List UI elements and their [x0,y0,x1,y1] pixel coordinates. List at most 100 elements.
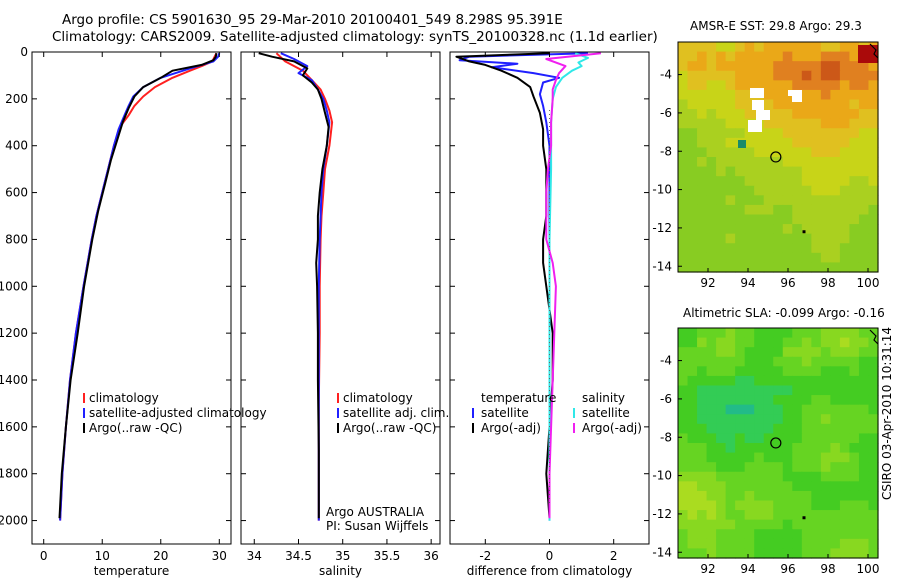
map-xtick-label: 96 [780,276,795,290]
map-cell [763,80,774,91]
map-cell [801,328,812,339]
map-cell [811,70,822,81]
map-cell [792,510,803,521]
map-cell [820,224,831,235]
map-cell [801,548,812,559]
map-cell [801,42,812,53]
sst-map [677,41,879,273]
map-cell [697,137,708,149]
map-cell [858,414,870,425]
map-cell [687,185,698,196]
map-cell [820,42,831,53]
map-cell [830,356,841,367]
map-cell [725,70,736,81]
map-cell [839,375,851,387]
map-cell [697,80,708,91]
map-cell [744,233,755,244]
map-cell [811,224,822,235]
map-cell [830,347,841,358]
map-cell [801,99,812,110]
map-cell [811,262,822,273]
map-cell [735,404,746,415]
map-cell [716,347,727,358]
map-cell [830,109,841,120]
figure-title-line1: Argo profile: CS 5901630_95 29-Mar-2010 … [62,12,563,28]
map-cell [858,233,870,244]
map-cell [849,80,860,91]
map-cell [801,423,812,435]
map-cell [744,404,755,415]
map-cell [678,452,689,463]
map-cell [754,519,765,530]
map-cell [868,99,879,110]
map-ytick-label: -14 [652,545,672,559]
map-cell [735,510,746,521]
map-cell [773,414,784,425]
map-cell [725,500,736,511]
difference-legend-label: satellite [582,406,630,420]
map-cell [782,548,793,559]
map-cell [801,337,812,348]
map-cell [801,137,812,149]
map-cell [716,89,727,101]
map-cell [706,471,717,482]
map-cell [716,366,727,377]
map-cell [763,252,774,264]
map-cell [782,233,793,244]
depth-tick-label: 1000 [0,279,28,293]
map-ytick-label: -4 [660,68,672,82]
map-cell [744,214,755,225]
map-cell [687,366,698,377]
missing-data-patch [752,100,764,110]
map-cell [754,366,765,377]
missing-data-patch [788,90,802,96]
map-cell [792,385,803,396]
map-cell [792,548,803,559]
map-cell [811,157,822,168]
map-cell [697,252,708,264]
map-cell [830,414,841,425]
map-cell [687,147,698,158]
map-cell [678,423,689,435]
map-cell [735,443,746,454]
map-cell [811,243,822,254]
map-cell [849,548,860,559]
map-cell [811,471,822,482]
depth-tick-label: 0 [20,45,28,59]
map-cell [716,500,727,511]
map-cell [839,195,851,206]
map-cell [697,347,708,358]
map-cell [697,490,708,502]
map-cell [858,510,870,521]
map-cell [763,519,774,530]
map-cell [801,157,812,168]
map-cell [801,452,812,463]
map-cell [706,128,717,139]
map-cell [744,99,755,110]
map-cell [830,185,841,196]
map-cell [706,529,717,540]
map-cell [697,51,708,62]
map-cell [754,185,765,196]
map-cell [839,395,851,406]
map-cell [725,337,736,348]
map-cell [678,490,689,502]
map-cell [744,529,755,540]
map-cell [849,490,860,502]
map-cell [735,471,746,482]
map-cell [744,195,755,206]
map-cell [868,176,879,187]
map-cell [697,243,708,254]
map-cell [830,337,841,348]
map-cell [687,70,698,81]
map-xtick-label: 94 [740,562,755,576]
temperature-frame [31,51,232,545]
difference-legend-label: satellite [481,406,529,420]
map-cell [782,262,793,273]
map-cell [820,500,831,511]
map-cell [792,433,803,444]
map-cell [754,433,765,444]
map-cell [801,500,812,511]
map-cell [716,262,727,273]
map-cell [830,395,841,406]
